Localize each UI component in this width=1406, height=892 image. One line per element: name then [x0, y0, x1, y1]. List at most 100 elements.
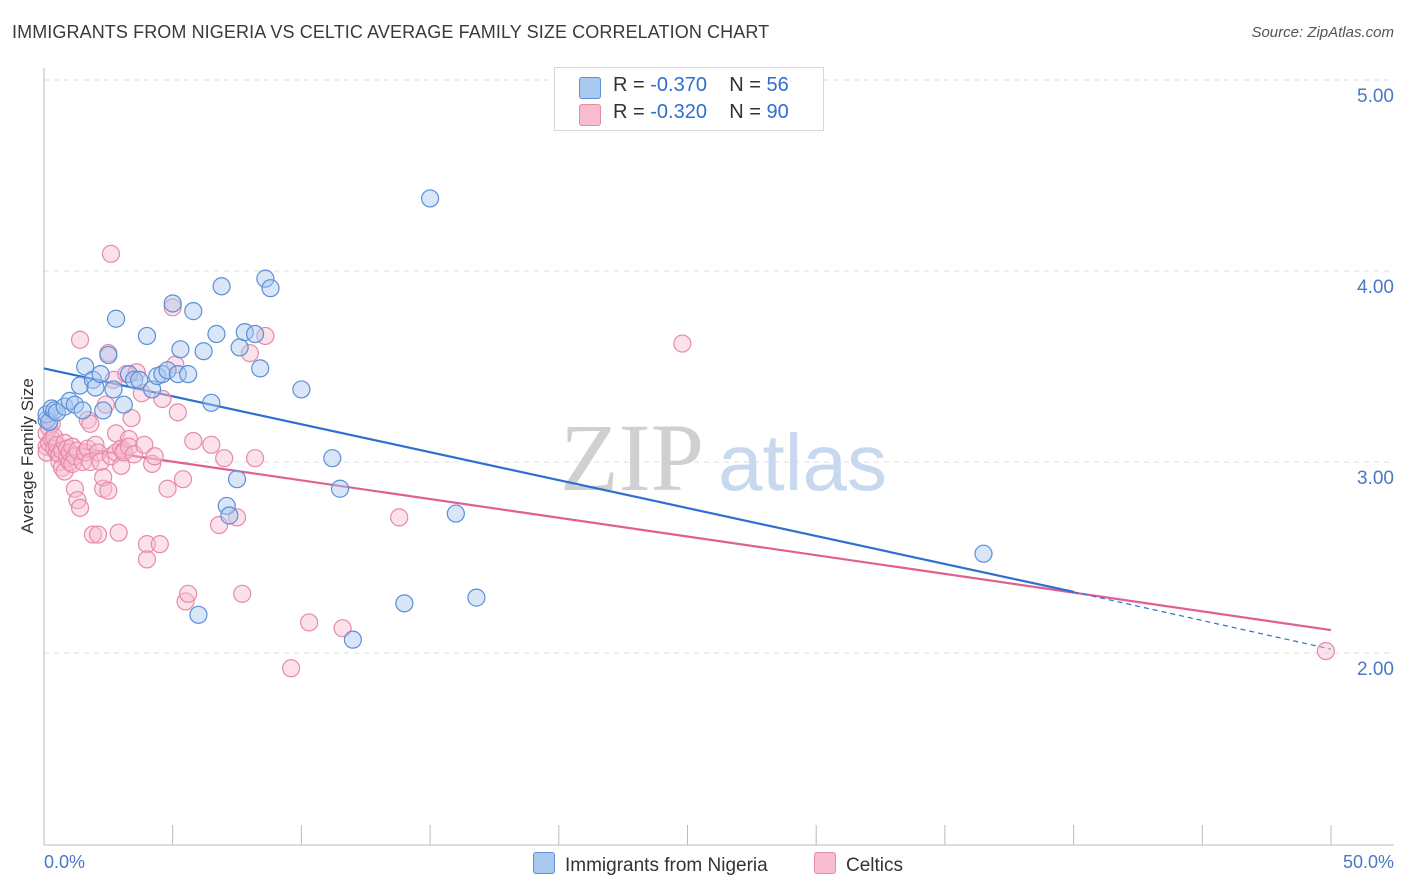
nigeria-point [245, 324, 265, 344]
nigeria-point [91, 365, 110, 384]
celtics-point [215, 449, 234, 468]
nigeria-point [395, 594, 414, 613]
nigeria-points [37, 189, 993, 649]
celtics-point [65, 479, 84, 498]
bottom-legend-swatch-nigeria [533, 852, 555, 874]
celtics-point [91, 452, 110, 472]
nigeria-point [230, 338, 249, 357]
celtics-point [163, 298, 182, 317]
nigeria-point [974, 544, 993, 563]
celtics-point [81, 452, 100, 472]
y-tick-2: 2.00 [1357, 659, 1394, 680]
nigeria-point [202, 393, 221, 412]
bottom-legend-swatch-celtics [814, 852, 836, 874]
correlation-legend: R = -0.370 N = 56 R = -0.320 N = 90 [554, 67, 824, 131]
watermark-atlas: atlas [718, 418, 887, 507]
nigeria-point [251, 359, 270, 378]
nigeria-point [467, 588, 486, 607]
legend-r-label: R = [613, 101, 645, 123]
celtics-point [70, 330, 90, 349]
legend-swatch-nigeria [579, 77, 601, 99]
nigeria-point [207, 324, 226, 344]
celtics-point [81, 414, 100, 433]
celtics-point [240, 344, 260, 363]
celtics-point [202, 435, 221, 454]
nigeria-point [86, 378, 105, 397]
nigeria-point [37, 410, 56, 430]
celtics-point [94, 468, 113, 487]
celtics-point [132, 384, 151, 403]
bottom-legend-nigeria: Immigrants from Nigeria [533, 852, 768, 877]
bottom-legend-celtics: Celtics [814, 852, 903, 877]
bottom-legend-label-nigeria: Immigrants from Nigeria [565, 855, 768, 876]
source-label: Source: ZipAtlas.com [1251, 24, 1394, 41]
nigeria-trend-extension [1073, 591, 1332, 650]
legend-r-value-celtics: -0.320 [650, 101, 707, 123]
legend-n-label: N = [729, 101, 761, 123]
nigeria-point [106, 309, 126, 328]
nigeria-point [76, 357, 95, 376]
nigeria-trend-line [43, 367, 1074, 593]
nigeria-point [40, 412, 59, 431]
nigeria-point [143, 380, 162, 399]
nigeria-point [446, 504, 465, 523]
celtics-point [55, 462, 74, 481]
nigeria-point [137, 326, 157, 346]
legend-n-label: N = [729, 74, 761, 96]
nigeria-point [220, 506, 239, 525]
trend-lines [43, 367, 1332, 650]
celtics-point [145, 447, 164, 466]
nigeria-point [99, 345, 118, 365]
nigeria-point [421, 189, 440, 208]
legend-n-value-nigeria: 56 [766, 74, 789, 96]
nigeria-point [124, 370, 144, 389]
gridlines [44, 79, 1394, 654]
nigeria-point [184, 302, 203, 321]
celtics-point [112, 456, 131, 475]
celtics-point [168, 403, 187, 422]
nigeria-point [292, 380, 311, 399]
nigeria-point [323, 449, 342, 468]
celtics-point [173, 470, 193, 489]
celtics-point [150, 535, 169, 554]
celtics-point [137, 535, 157, 554]
nigeria-point [194, 342, 213, 361]
x-tick-right: 50.0% [1342, 852, 1394, 872]
celtics-point [184, 431, 203, 451]
celtics-point [122, 408, 141, 428]
legend-n-value-celtics: 90 [766, 101, 789, 123]
celtics-point [88, 525, 108, 544]
celtics-point [300, 613, 319, 632]
y-tick-5: 5.00 [1357, 86, 1394, 107]
nigeria-point [227, 470, 247, 489]
nigeria-point [330, 479, 350, 498]
nigeria-point [189, 605, 208, 624]
celtics-point [245, 449, 265, 468]
nigeria-point [256, 269, 275, 288]
nigeria-point [171, 340, 190, 359]
celtics-point [83, 525, 103, 544]
y-tick-4: 4.00 [1357, 277, 1394, 298]
nigeria-point [94, 401, 113, 420]
celtics-point [109, 523, 128, 542]
celtics-point [101, 244, 121, 263]
celtics-point [137, 550, 157, 569]
celtics-point [135, 435, 154, 454]
nigeria-point [261, 279, 280, 298]
celtics-point [70, 498, 90, 517]
nigeria-point [343, 630, 362, 649]
celtics-point [333, 619, 352, 638]
celtics-point [179, 584, 198, 603]
nigeria-point [114, 395, 133, 414]
celtics-trend-line [43, 441, 1332, 632]
celtics-point [390, 508, 409, 527]
nigeria-point [45, 401, 64, 420]
nigeria-point [158, 361, 177, 380]
celtics-point [99, 481, 118, 500]
axes [43, 68, 1394, 846]
legend-swatch-celtics [579, 104, 601, 126]
celtics-point [158, 479, 177, 498]
nigeria-point [163, 294, 182, 313]
watermark: ZIP atlas [560, 404, 887, 511]
celtics-point [1316, 641, 1335, 661]
